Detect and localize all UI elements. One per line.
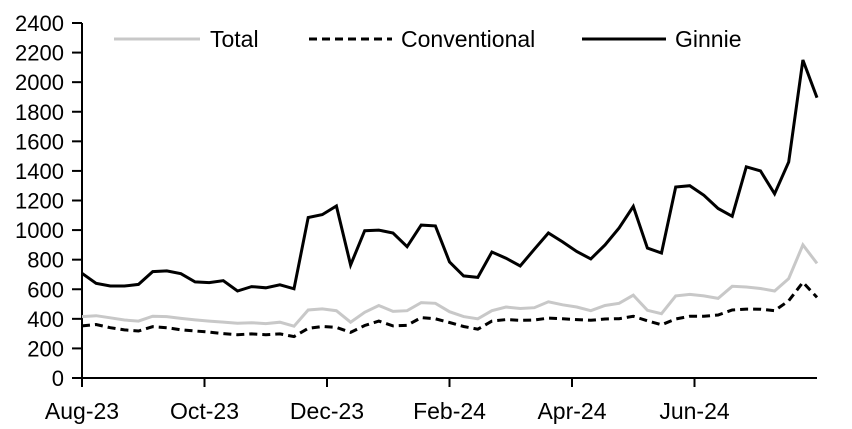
x-tick-label: Oct-23 <box>170 398 239 424</box>
y-tick-label: 0 <box>52 366 64 391</box>
y-tick-label: 1000 <box>15 218 64 243</box>
legend-item-conventional: Conventional <box>309 26 535 52</box>
y-tick-label: 200 <box>27 336 64 361</box>
y-tick-label: 2200 <box>15 41 64 66</box>
x-tick-label: Feb-24 <box>413 398 486 424</box>
legend-item-total: Total <box>114 26 259 52</box>
y-tick-label: 600 <box>27 277 64 302</box>
series-line-ginnie <box>81 59 819 293</box>
y-tick-label: 800 <box>27 248 64 273</box>
y-axis: 0 200 400 600 800 1000 1200 1400 1600 1800 2000 220… <box>15 11 83 391</box>
legend-label-conventional: Conventional <box>401 26 535 52</box>
y-tick-label: 400 <box>27 307 64 332</box>
legend-item-ginnie: Ginnie <box>582 26 741 52</box>
y-tick-label: 2400 <box>15 11 64 36</box>
y-tick-label: 1400 <box>15 159 64 184</box>
series-line-conventional <box>81 279 819 339</box>
y-tick-label: 2000 <box>15 70 64 95</box>
x-tick-label: Jun-24 <box>659 398 730 424</box>
x-tick-label: Apr-24 <box>537 398 606 424</box>
x-axis: Aug-23 Oct-23 Dec-23 Feb-24 Apr-24 Jun-24 <box>45 377 817 424</box>
series-line-total <box>81 241 819 328</box>
x-tick-label: Dec-23 <box>290 398 364 424</box>
y-tick-label: 1600 <box>15 129 64 154</box>
x-tick-label: Aug-23 <box>45 398 119 424</box>
y-tick-label: 1200 <box>15 189 64 214</box>
legend-label-total: Total <box>210 26 259 52</box>
chart-series <box>81 59 819 339</box>
y-tick-label: 1800 <box>15 100 64 125</box>
chart-legend: Total Conventional Ginnie <box>114 26 741 52</box>
legend-label-ginnie: Ginnie <box>675 26 741 52</box>
